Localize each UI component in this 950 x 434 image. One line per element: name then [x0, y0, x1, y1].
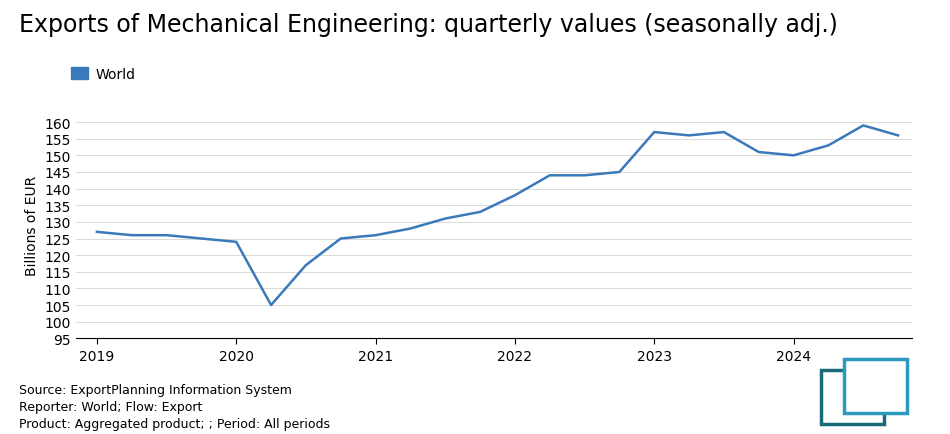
Bar — [822, 371, 884, 424]
Text: World: World — [96, 68, 136, 82]
Text: Source: ExportPlanning Information System
Reporter: World; Flow: Export
Product:: Source: ExportPlanning Information Syste… — [19, 383, 330, 430]
Y-axis label: Billions of EUR: Billions of EUR — [25, 176, 39, 276]
Bar — [845, 359, 907, 413]
Text: Exports of Mechanical Engineering: quarterly values (seasonally adj.): Exports of Mechanical Engineering: quart… — [19, 13, 838, 37]
